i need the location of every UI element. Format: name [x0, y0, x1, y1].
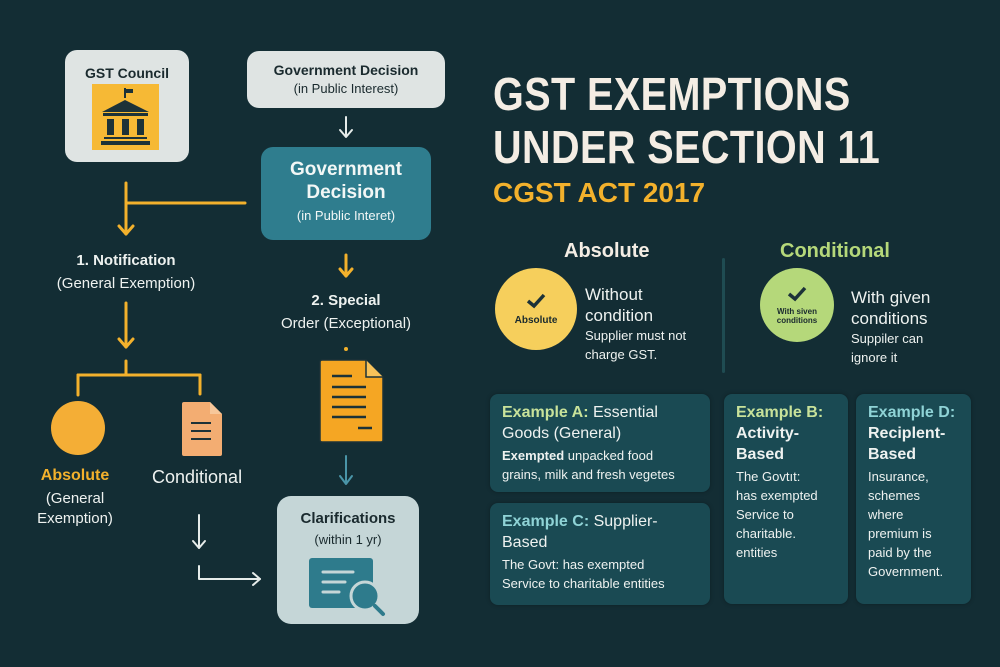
- page-subtitle: CGST ACT 2017: [493, 177, 706, 208]
- example-a-title-2: Goods (General): [502, 425, 622, 442]
- conditional-note-1: Suppiler can: [851, 331, 924, 346]
- example-d-body-line: premium is: [868, 526, 932, 541]
- example-b-body-line: Service to: [736, 507, 794, 522]
- conditional-badge: With siven conditions: [760, 268, 834, 342]
- government-building-icon: [92, 84, 159, 150]
- example-d-label: Example D:: [868, 404, 956, 421]
- example-a-body-bold: Exempted: [502, 448, 565, 463]
- example-a-body-2: grains, milk and fresh vegetes: [502, 467, 675, 482]
- example-d-card: Example D: Reciplent- Based Insurance, s…: [856, 394, 971, 604]
- gst-council-box: GST Council: [65, 50, 189, 162]
- example-d-body-line: paid by the: [868, 545, 932, 560]
- checkmark-icon: [526, 293, 546, 308]
- conditional-note-2: ignore it: [851, 350, 898, 365]
- notification-node: 1. Notification (General Exemption): [26, 252, 226, 292]
- government-decision-box: Government Decision (in Public Interest): [247, 51, 445, 108]
- checkmark-icon: [787, 286, 807, 301]
- conditional-document-icon: [181, 401, 223, 462]
- conditional-desc-2: conditions: [851, 309, 928, 328]
- gov-decision-main-title: Government Decision: [290, 159, 402, 203]
- absolute-description: Without condition Supplier must not char…: [585, 284, 686, 364]
- example-c-body-2: Service to charitable entities: [502, 576, 665, 591]
- absolute-circle-icon: [51, 401, 105, 455]
- absolute-branch-subtitle-2: Exemption): [37, 510, 113, 527]
- example-b-title-1: Activity-: [736, 425, 800, 442]
- example-c-card: Example C: Supplier- Based The Govt: has…: [490, 503, 710, 605]
- special-order-subtitle: Order (Exceptional): [280, 315, 412, 332]
- notification-subtitle: (General Exemption): [56, 275, 196, 292]
- gov-decision-main-subtitle: (in Public Interet): [296, 208, 396, 223]
- example-b-body-line: charitable.: [736, 526, 796, 541]
- clarifications-box: Clarifications (within 1 yr): [277, 496, 419, 624]
- absolute-branch-subtitle-1: (General: [45, 490, 105, 507]
- conditional-desc-1: With given: [851, 288, 931, 307]
- example-d-body-line: schemes where: [868, 488, 921, 522]
- clarifications-subtitle: (within 1 yr): [314, 532, 382, 547]
- special-order-node: 2. Special Order (Exceptional): [246, 292, 446, 332]
- absolute-branch-node: Absolute (General Exemption): [15, 467, 135, 529]
- example-a-body-1: unpacked food: [567, 448, 654, 463]
- absolute-badge-label: Absolute: [514, 314, 558, 326]
- example-b-title-2: Based: [736, 446, 785, 463]
- example-c-title-2: Based: [502, 534, 548, 551]
- example-c-label: Example C:: [502, 513, 590, 530]
- absolute-note-1: Supplier must not: [585, 328, 687, 343]
- example-b-label: Example B:: [736, 404, 824, 421]
- special-order-title: 2. Special: [311, 292, 381, 309]
- page-title: GST EXEMPTIONS UNDER SECTION 11: [493, 68, 880, 174]
- conditional-description: With given conditions Suppiler can ignor…: [851, 287, 930, 367]
- absolute-badge: Absolute: [495, 268, 577, 350]
- title-line-1: GST EXEMPTIONS: [493, 68, 851, 120]
- absolute-desc-1: Without: [585, 285, 643, 304]
- conditional-branch-title: Conditional: [152, 467, 243, 487]
- document-search-icon: [309, 558, 389, 623]
- absolute-note-2: charge GST.: [585, 347, 658, 362]
- absolute-heading: Absolute: [564, 240, 650, 262]
- gov-decision-subtitle: (in Public Interest): [293, 81, 399, 96]
- title-line-2: UNDER SECTION 11: [493, 121, 881, 173]
- absolute-branch-title: Absolute: [40, 467, 110, 484]
- conditional-badge-label-1: With siven: [777, 306, 817, 316]
- gst-council-label: GST Council: [85, 65, 169, 81]
- document-icon: [318, 358, 385, 449]
- example-d-title-2: Based: [868, 446, 917, 463]
- example-c-body-1: The Govt: has exempted: [502, 557, 645, 572]
- gov-decision-title: Government Decision: [273, 62, 419, 78]
- conditional-heading: Conditional: [780, 240, 890, 262]
- example-b-body-line: has exempted: [736, 488, 818, 503]
- example-d-body-line: Government.: [868, 564, 944, 579]
- example-a-label: Example A:: [502, 404, 589, 421]
- clarifications-title: Clarifications: [300, 510, 396, 527]
- example-b-body-line: The Govtıt:: [736, 469, 801, 484]
- example-c-title-1: Supplier-: [593, 513, 658, 530]
- notification-title: 1. Notification: [76, 252, 176, 269]
- example-d-body-line: Insurance,: [868, 469, 929, 484]
- example-a-title-1: Essential: [593, 404, 658, 421]
- absolute-desc-2: condition: [585, 306, 654, 325]
- example-d-title-1: Reciplent-: [868, 425, 946, 442]
- conditional-badge-label-2: conditions: [776, 315, 818, 325]
- example-a-card: Example A: Essential Goods (General) Exe…: [490, 394, 710, 492]
- example-b-card: Example B: Activity- Based The Govtıt: h…: [724, 394, 848, 604]
- government-decision-main-box: Government Decision (in Public Interet): [261, 147, 431, 240]
- example-b-body-line: entities: [736, 545, 778, 560]
- section-divider: [722, 258, 725, 373]
